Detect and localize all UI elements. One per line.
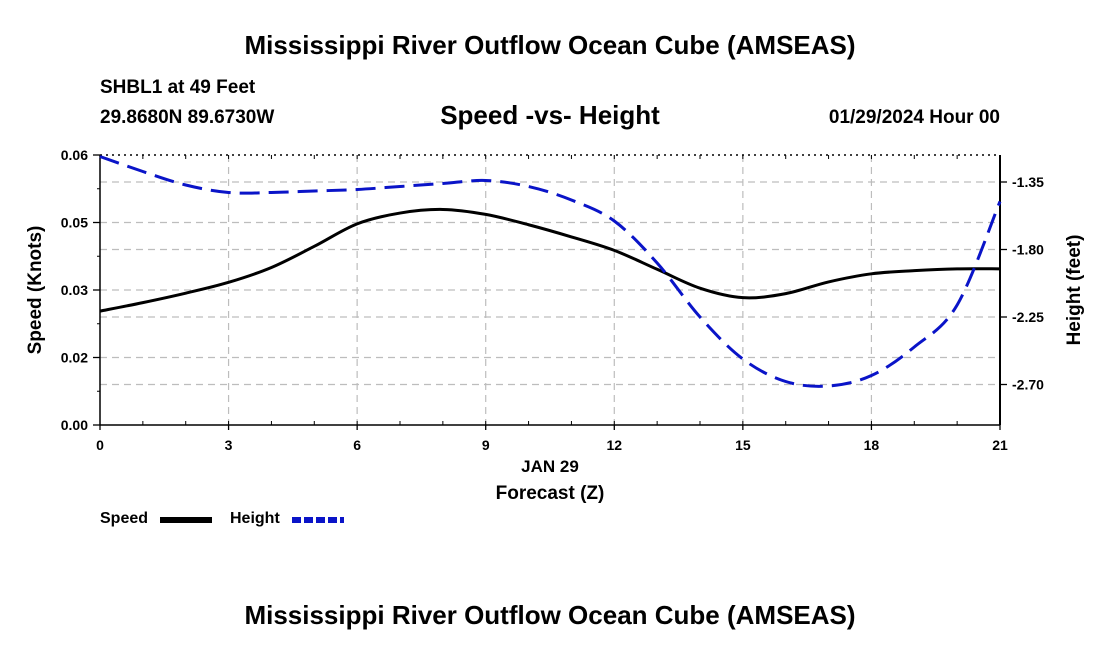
coordinates-label: 29.8680N 89.6730W (100, 107, 275, 128)
x-tick-label: 18 (864, 437, 880, 453)
x-tick-label: 21 (992, 437, 1008, 453)
y-tick-label: 0.06 (61, 147, 88, 163)
y2-tick-label: -1.80 (1012, 242, 1044, 258)
legend-height-label: Height (230, 510, 280, 527)
datetime-label: 01/29/2024 Hour 00 (828, 107, 1000, 128)
x-tick-label: 12 (606, 437, 622, 453)
station-label: SHBL1 at 49 Feet (100, 77, 256, 98)
y-tick-label: 0.05 (61, 215, 88, 231)
chart-title: Mississippi River Outflow Ocean Cube (AM… (244, 30, 856, 60)
y2-tick-label: -1.35 (1012, 174, 1044, 190)
x-axis-label: Forecast (Z) (495, 483, 605, 504)
x-tick-label: 9 (482, 437, 490, 453)
y2-tick-label: -2.70 (1012, 377, 1044, 393)
x-tick-label: 3 (225, 437, 233, 453)
x-tick-label: 6 (353, 437, 361, 453)
x-axis-date-label: JAN 29 (521, 457, 579, 476)
chart-subtitle: Speed -vs- Height (440, 100, 660, 130)
legend-speed-label: Speed (100, 510, 149, 527)
y2-axis-label: Height (feet) (1064, 234, 1085, 346)
chart-title-bottom: Mississippi River Outflow Ocean Cube (AM… (244, 600, 856, 630)
speed-series-line (99, 207, 1001, 313)
height-series-line (99, 155, 1002, 388)
y-tick-label: 0.02 (61, 350, 88, 366)
y-tick-label: 0.03 (61, 282, 88, 298)
x-tick-label: 15 (735, 437, 751, 453)
y2-tick-label: -2.25 (1012, 309, 1044, 325)
y-tick-label: 0.00 (61, 417, 88, 433)
x-tick-label: 0 (96, 437, 104, 453)
y-axis-label: Speed (Knots) (25, 225, 46, 355)
